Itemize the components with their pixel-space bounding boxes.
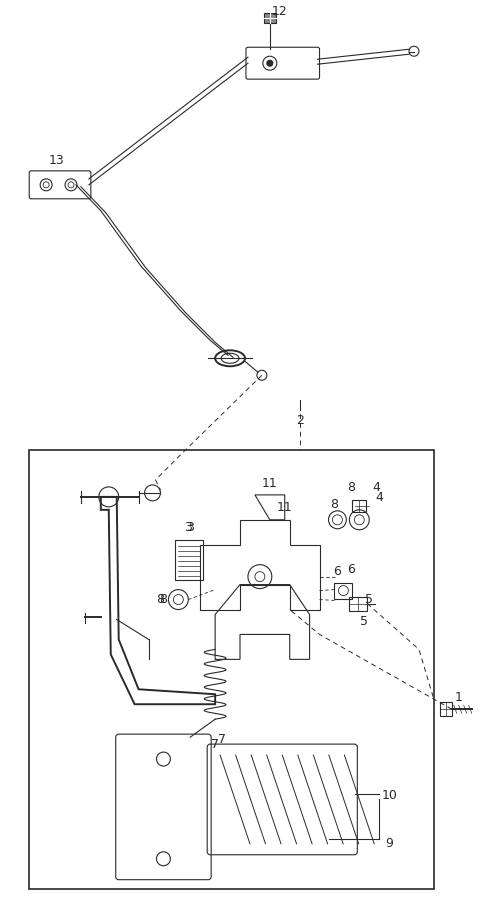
Text: 7: 7	[211, 737, 219, 751]
Text: 9: 9	[385, 837, 393, 850]
Text: 3: 3	[184, 522, 192, 534]
Bar	[264, 14, 276, 24]
Bar	[349, 597, 367, 610]
Text: 8: 8	[348, 482, 355, 494]
Text: 8: 8	[330, 498, 338, 512]
Text: 1: 1	[455, 691, 463, 704]
Circle shape	[267, 60, 273, 66]
Text: 12: 12	[272, 5, 288, 18]
Text: 8: 8	[156, 593, 165, 606]
Text: 13: 13	[48, 154, 64, 168]
Bar	[29, 450, 434, 889]
Text: 11: 11	[277, 502, 293, 514]
Text: 6: 6	[334, 565, 341, 578]
Text: 11: 11	[262, 477, 278, 491]
Text: 10: 10	[381, 789, 397, 803]
Text: 2: 2	[296, 414, 303, 426]
Text: 5: 5	[360, 615, 368, 628]
Text: 7: 7	[218, 733, 226, 746]
Bar	[440, 702, 452, 717]
Bar	[335, 582, 352, 599]
Bar	[175, 540, 203, 580]
Text: 8: 8	[159, 593, 168, 606]
Text: 5: 5	[365, 593, 373, 606]
Text: 3: 3	[186, 522, 194, 534]
Text: 4: 4	[375, 492, 383, 504]
Text: 4: 4	[372, 482, 380, 494]
Bar	[352, 500, 366, 512]
Text: 6: 6	[348, 563, 355, 576]
